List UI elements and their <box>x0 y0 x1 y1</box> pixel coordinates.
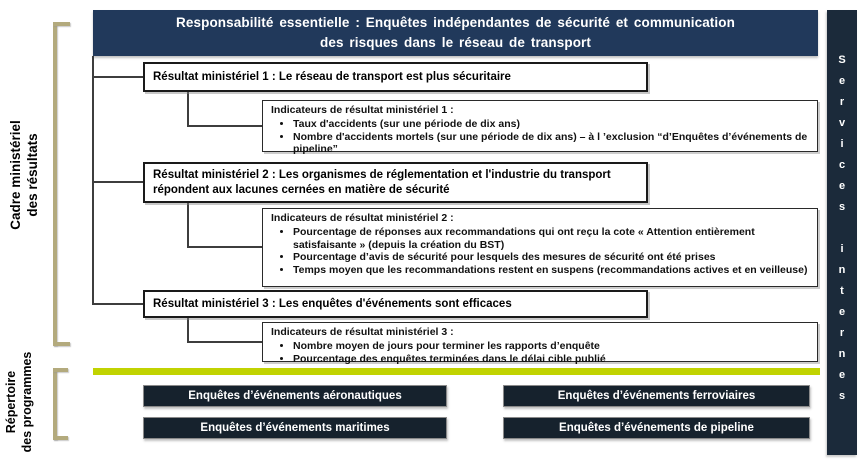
program-aeronautiques-label: Enquêtes d’événements aéronautiques <box>188 390 402 402</box>
bracket-cadre-vertical <box>53 22 57 346</box>
header-responsabilite-essentielle: Responsabilité essentielle : Enquêtes in… <box>93 10 818 56</box>
indicators-box-1: Indicateurs de résultat ministériel 1 : … <box>262 100 818 155</box>
program-box-ferroviaires: Enquêtes d’événements ferroviaires <box>503 385 810 407</box>
result-2-title: Résultat ministériel 2 : Les organismes … <box>153 168 611 196</box>
label-repertoire-line1: Répertoire <box>4 370 18 434</box>
bracket-repertoire-vertical <box>53 368 57 440</box>
label-repertoire-line2: des programmes <box>19 351 34 453</box>
result-box-2: Résultat ministériel 2 : Les organismes … <box>143 162 648 203</box>
program-ferroviaires-label: Enquêtes d’événements ferroviaires <box>557 390 756 402</box>
indicator-item: Pourcentage de réponses aux recommandati… <box>293 226 809 252</box>
indicator-item: Nombre moyen de jours pour terminer les … <box>293 340 809 353</box>
green-divider-bar <box>93 368 820 375</box>
indicator-item: Taux d'accidents (sur une période de dix… <box>293 118 809 131</box>
header-line2: des risques dans le réseau de transport <box>320 35 591 50</box>
connector-sub-vertical-1 <box>187 92 189 127</box>
program-box-aeronautiques: Enquêtes d’événements aéronautiques <box>143 385 447 407</box>
program-box-pipeline: Enquêtes d’événements de pipeline <box>503 417 810 439</box>
connector-sub-horizontal-1 <box>187 125 262 127</box>
indicators-box-2: Indicateurs de résultat ministériel 2 : … <box>262 208 818 287</box>
program-box-maritimes: Enquêtes d’événements maritimes <box>143 417 447 439</box>
indicator-item: Temps moyen que les recommandations rest… <box>293 264 809 277</box>
connector-sub-vertical-2 <box>187 203 189 248</box>
services-internes-bar: Services internes <box>827 10 857 455</box>
indicators-2-list: Pourcentage de réponses aux recommandati… <box>271 226 809 277</box>
program-maritimes-label: Enquêtes d’événements maritimes <box>200 422 390 434</box>
indicators-2-title: Indicateurs de résultat ministériel 2 : <box>271 212 454 224</box>
bracket-cadre-top-arm <box>53 22 70 26</box>
label-cadre-line1: Cadre ministériel <box>8 120 23 230</box>
indicators-3-list: Nombre moyen de jours pour terminer les … <box>271 340 809 366</box>
services-internes-label: Services internes <box>836 54 848 411</box>
label-cadre-line2: des résultats <box>24 133 40 217</box>
indicator-item: Nombre d'accidents mortels (sur une péri… <box>293 131 809 157</box>
connector-branch-result1 <box>92 76 143 78</box>
indicators-3-title: Indicateurs de résultat ministériel 3 : <box>271 326 454 338</box>
bracket-repertoire-top-arm <box>53 368 68 372</box>
indicators-1-list: Taux d'accidents (sur une période de dix… <box>271 118 809 156</box>
connector-sub-vertical-3 <box>187 318 189 343</box>
header-line1: Responsabilité essentielle : Enquêtes in… <box>176 15 735 31</box>
connector-sub-horizontal-2 <box>187 246 262 248</box>
result-1-title: Résultat ministériel 1 : Le réseau de tr… <box>153 70 511 83</box>
connector-trunk <box>92 56 94 305</box>
connector-branch-result3 <box>92 303 143 305</box>
result-box-3: Résultat ministériel 3 : Les enquêtes d'… <box>143 290 648 318</box>
label-cadre-ministeriel: Cadre ministériel des résultats <box>8 65 44 285</box>
result-box-1: Résultat ministériel 1 : Le réseau de tr… <box>143 62 648 92</box>
indicators-box-3: Indicateurs de résultat ministériel 3 : … <box>262 322 818 365</box>
program-pipeline-label: Enquêtes d’événements de pipeline <box>559 422 754 434</box>
connector-sub-horizontal-3 <box>187 341 262 343</box>
indicator-item: Pourcentage des enquêtes terminées dans … <box>293 353 809 366</box>
bracket-cadre-bottom-arm <box>53 342 70 346</box>
result-3-title: Résultat ministériel 3 : Les enquêtes d'… <box>153 297 512 310</box>
connector-branch-result2 <box>92 181 143 183</box>
indicator-item: Pourcentage d’avis de sécurité pour lesq… <box>293 251 809 264</box>
indicators-1-title: Indicateurs de résultat ministériel 1 : <box>271 104 454 116</box>
label-repertoire-programmes: Répertoire des programmes <box>4 321 40 466</box>
bracket-repertoire-bottom-arm <box>53 436 68 440</box>
